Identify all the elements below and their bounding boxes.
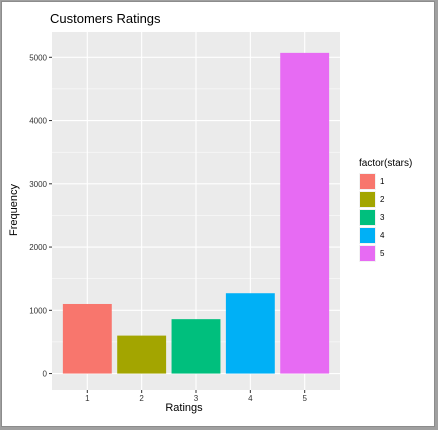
legend-title: factor(stars) bbox=[359, 158, 412, 169]
x-tick-label: 1 bbox=[85, 394, 90, 403]
bar-5 bbox=[280, 52, 330, 374]
legend-label-4: 4 bbox=[380, 231, 385, 240]
x-axis-title: Ratings bbox=[165, 402, 203, 414]
x-tick-label: 5 bbox=[302, 394, 307, 403]
y-tick-label: 0 bbox=[43, 370, 48, 379]
legend-swatch-3 bbox=[360, 210, 375, 225]
y-tick-label: 3000 bbox=[29, 180, 47, 189]
x-tick-label: 3 bbox=[194, 394, 199, 403]
legend-label-3: 3 bbox=[380, 213, 385, 222]
bar-3 bbox=[171, 319, 221, 374]
legend-label-1: 1 bbox=[380, 177, 385, 186]
y-tick-label: 4000 bbox=[29, 117, 47, 126]
legend: factor(stars) 1 2 3 4 5 bbox=[359, 158, 412, 262]
x-axis: 1 2 3 4 5 bbox=[85, 390, 307, 403]
y-tick-label: 2000 bbox=[29, 243, 47, 252]
bar-2 bbox=[117, 335, 167, 374]
legend-label-5: 5 bbox=[380, 249, 385, 258]
legend-swatch-2 bbox=[360, 192, 375, 207]
bar-chart: Customers Ratings 010002000300040005000 … bbox=[8, 11, 412, 414]
bars bbox=[62, 52, 330, 374]
legend-swatch-5 bbox=[360, 246, 375, 261]
bar-4 bbox=[225, 293, 275, 374]
chart-title: Customers Ratings bbox=[50, 11, 161, 26]
bar-1 bbox=[62, 303, 112, 374]
legend-swatch-4 bbox=[360, 228, 375, 243]
legend-label-2: 2 bbox=[380, 195, 385, 204]
x-tick-label: 4 bbox=[248, 394, 253, 403]
x-tick-label: 2 bbox=[139, 394, 144, 403]
y-axis-title: Frequency bbox=[8, 184, 20, 236]
y-axis: 0 1000 2000 3000 4000 5000 bbox=[29, 53, 52, 379]
y-tick-label: 1000 bbox=[29, 306, 47, 315]
legend-swatch-1 bbox=[360, 174, 375, 189]
y-tick-label: 5000 bbox=[29, 53, 47, 62]
